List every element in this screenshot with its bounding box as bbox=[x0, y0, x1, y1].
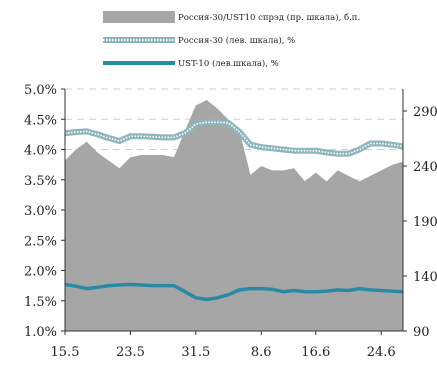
series-area-spread bbox=[65, 100, 403, 331]
left-tick-label: 1.0% bbox=[24, 325, 57, 340]
left-tick-label: 1.5% bbox=[24, 295, 57, 310]
left-tick-label: 2.5% bbox=[24, 234, 57, 249]
left-tick-label: 4.5% bbox=[24, 113, 57, 128]
x-tick-label: 23.5 bbox=[116, 345, 145, 360]
right-tick-label: 290 bbox=[413, 105, 437, 120]
x-tick-label: 24.6 bbox=[367, 345, 396, 360]
right-tick-label: 90 bbox=[413, 325, 430, 340]
left-tick-label: 3.5% bbox=[24, 174, 57, 189]
left-tick-label: 3.0% bbox=[24, 204, 57, 219]
legend-swatch-spread bbox=[103, 11, 175, 23]
legend-label: Россия-30/UST10 спрэд (пр. шкала), б.п. bbox=[178, 12, 360, 23]
x-tick-label: 16.6 bbox=[301, 345, 330, 360]
legend-label: UST-10 (лев.шкала), % bbox=[178, 58, 279, 69]
right-tick-label: 140 bbox=[413, 270, 437, 285]
right-tick-label: 240 bbox=[413, 160, 437, 175]
legend-label: Россия-30 (лев. шкала), % bbox=[178, 35, 295, 46]
right-tick-label: 190 bbox=[413, 215, 437, 230]
series-line-russia30-pattern bbox=[64, 121, 404, 155]
series-line-ust10 bbox=[64, 282, 404, 302]
left-tick-label: 4.0% bbox=[24, 144, 57, 159]
x-tick-label: 31.5 bbox=[181, 345, 210, 360]
left-tick-label: 2.0% bbox=[24, 265, 57, 280]
left-tick-label: 5.0% bbox=[24, 83, 57, 98]
x-tick-label: 8.6 bbox=[251, 345, 272, 360]
x-tick-label: 15.5 bbox=[51, 345, 80, 360]
